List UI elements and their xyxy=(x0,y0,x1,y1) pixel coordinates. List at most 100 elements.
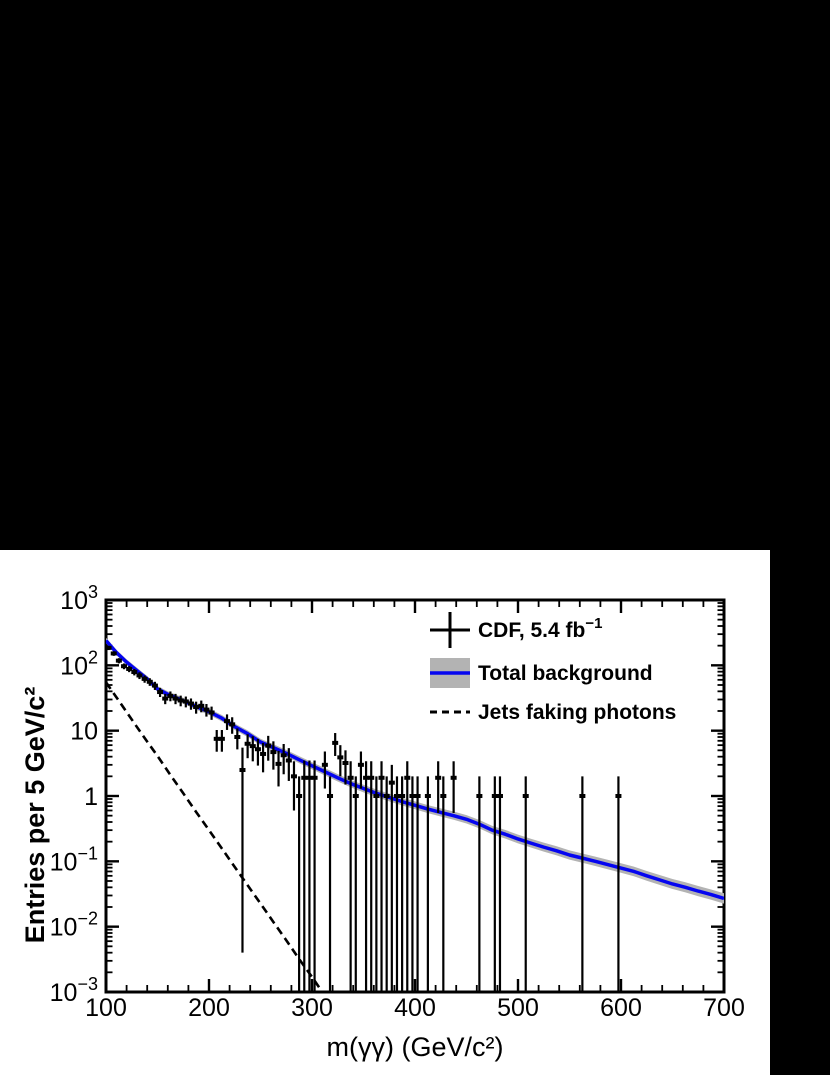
x-axis-title: m(γγ) (GeV/c²) xyxy=(327,1032,504,1062)
data-marker xyxy=(106,645,112,650)
data-marker xyxy=(126,666,133,671)
data-marker xyxy=(363,775,370,780)
x-tick-label: 500 xyxy=(497,994,539,1022)
data-marker xyxy=(476,794,483,798)
data-marker xyxy=(290,774,297,779)
data-marker xyxy=(522,794,529,798)
y-axis-title: Entries per 5 GeV/c² xyxy=(20,687,50,944)
y-tick-label: 103 xyxy=(60,582,98,615)
data-marker xyxy=(615,794,622,798)
data-marker xyxy=(254,747,261,752)
data-marker xyxy=(424,794,431,798)
diphoton-mass-spectrum-chart: 100 200 300 400 500 600 70010310210110−110−210… xyxy=(20,582,745,1062)
data-marker xyxy=(167,693,174,698)
data-marker xyxy=(491,794,498,798)
y-tick-label: 10−1 xyxy=(50,843,98,876)
background-uncertainty-band xyxy=(106,637,724,904)
data-marker xyxy=(218,736,225,741)
data-marker xyxy=(270,750,277,755)
legend-entry-cdf-data: CDF, 5.4 fb−1 xyxy=(430,612,602,648)
data-marker xyxy=(131,670,138,675)
data-marker xyxy=(151,683,158,688)
data-marker xyxy=(110,651,117,656)
legend-entry-total-background: Total background xyxy=(430,658,653,688)
data-marker xyxy=(234,734,241,739)
data-marker xyxy=(157,690,164,695)
data-marker xyxy=(203,707,210,712)
data-marker xyxy=(435,775,442,780)
data-marker xyxy=(121,664,128,669)
legend: CDF, 5.4 fb−1 Total background Jets faki… xyxy=(430,612,676,724)
data-marker xyxy=(311,775,318,780)
jets-faking-photons-line xyxy=(106,681,324,992)
data-marker xyxy=(115,658,122,663)
data-marker xyxy=(182,699,189,704)
data-marker xyxy=(172,696,179,701)
data-marker xyxy=(239,768,246,773)
data-marker xyxy=(404,775,411,780)
x-tick-label: 200 xyxy=(188,994,230,1022)
y-tick-label: 102 xyxy=(60,647,98,680)
data-marker xyxy=(496,794,503,798)
data-marker xyxy=(146,679,153,684)
legend-label-total-background: Total background xyxy=(478,662,653,685)
curves-layer xyxy=(106,637,724,992)
axis-tick-labels: 100 200 300 400 500 600 70010310210110−110−210… xyxy=(50,582,745,1022)
data-marker xyxy=(301,775,308,780)
legend-entry-jets-faking-photons: Jets faking photons xyxy=(430,701,676,724)
data-marker xyxy=(187,701,194,706)
y-tick-label: 10 xyxy=(70,718,98,746)
data-marker xyxy=(296,794,303,798)
data-marker xyxy=(198,703,205,708)
data-marker xyxy=(342,760,349,765)
legend-label-jets: Jets faking photons xyxy=(478,701,676,724)
data-marker xyxy=(229,722,236,727)
data-marker xyxy=(409,794,416,798)
data-marker xyxy=(383,794,390,798)
data-marker xyxy=(260,751,267,756)
data-marker xyxy=(213,736,220,741)
data-marker xyxy=(162,696,169,701)
x-tick-label: 600 xyxy=(600,994,642,1022)
data-marker xyxy=(450,775,457,780)
data-marker xyxy=(388,780,395,785)
data-marker xyxy=(321,762,328,767)
plot-frame xyxy=(104,598,726,994)
data-marker xyxy=(352,794,359,798)
data-marker xyxy=(579,794,586,798)
data-marker xyxy=(244,741,251,746)
data-marker xyxy=(285,758,292,763)
data-marker xyxy=(141,676,148,681)
data-marker xyxy=(373,794,380,798)
data-marker xyxy=(136,673,143,678)
y-tick-label: 10−2 xyxy=(50,909,98,942)
data-marker xyxy=(393,794,400,798)
y-tick-label: 10−3 xyxy=(50,974,98,1007)
data-marker xyxy=(414,794,421,798)
data-marker xyxy=(368,775,375,780)
x-tick-label: 100 xyxy=(85,994,127,1022)
data-marker xyxy=(378,775,385,780)
data-marker xyxy=(208,710,215,715)
x-tick-label: 300 xyxy=(291,994,333,1022)
data-marker xyxy=(265,743,272,748)
data-marker xyxy=(193,705,200,710)
x-tick-label: 400 xyxy=(394,994,436,1022)
data-marker xyxy=(357,762,364,767)
data-marker xyxy=(280,753,287,758)
x-tick-label: 700 xyxy=(703,994,745,1022)
data-marker xyxy=(249,744,256,749)
data-marker xyxy=(399,794,406,798)
data-marker xyxy=(440,794,447,798)
data-marker xyxy=(177,698,184,703)
data-marker xyxy=(306,775,313,780)
legend-label-cdf: CDF, 5.4 fb−1 xyxy=(478,615,602,642)
data-marker xyxy=(327,794,334,798)
data-marker xyxy=(332,740,339,745)
figure-panel: 100 200 300 400 500 600 700 103 102 10 1 10−1 10−2 10… xyxy=(0,550,770,1075)
y-tick-label: 1 xyxy=(84,783,98,811)
data-marker xyxy=(224,719,231,724)
data-points-layer xyxy=(106,645,622,992)
data-marker xyxy=(337,755,344,760)
